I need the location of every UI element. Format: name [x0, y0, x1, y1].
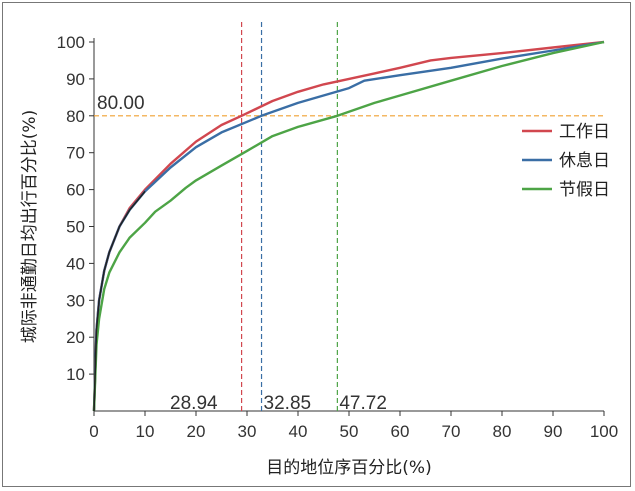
legend-label-1: 休息日 [559, 151, 610, 171]
series-line-0 [92, 40, 605, 412]
reference-label-x-3: 47.72 [339, 393, 387, 414]
reference-label-80: 80.00 [97, 93, 145, 114]
x-tick-label: 80 [493, 422, 512, 441]
x-tick-label: 90 [544, 422, 563, 441]
chart-frame [2, 2, 631, 487]
y-tick-label: 50 [66, 218, 85, 237]
axes-group: 0 10 20 30 40 50 60 70 80 90 100 10 20 30 40 50 60 70 80 90… [57, 33, 619, 441]
legend-label-0: 工作日 [559, 122, 610, 142]
y-tick-label: 30 [66, 291, 85, 310]
x-tick-label: 20 [187, 422, 206, 441]
x-tick-label: 70 [442, 422, 461, 441]
reference-label-x-1: 28.94 [170, 393, 218, 414]
series-line-2 [92, 40, 605, 412]
x-tick-label: 30 [238, 422, 257, 441]
reference-lines-group [94, 22, 604, 411]
x-tick-label: 50 [340, 422, 359, 441]
y-axis-title: 城际非通勤日均出行百分比(%) [20, 110, 40, 343]
y-tick-label: 40 [66, 254, 85, 273]
series-group [92, 40, 605, 412]
x-axis-title: 目的地位序百分比(%) [266, 458, 431, 478]
y-tick-label: 20 [66, 328, 85, 347]
series-line-1 [92, 40, 605, 412]
y-tick-label: 100 [57, 33, 85, 52]
x-tick-label: 10 [136, 422, 155, 441]
annotations-group: 80.00 28.94 32.85 47.72 [97, 93, 387, 414]
y-tick-label: 90 [66, 70, 85, 89]
axis-labels-group: 目的地位序百分比(%) 城际非通勤日均出行百分比(%) [20, 110, 432, 478]
reference-label-x-2: 32.85 [264, 393, 312, 414]
series-overlap-segment [93, 190, 146, 412]
y-tick-label: 80 [66, 107, 85, 126]
x-tick-label: 40 [289, 422, 308, 441]
y-tick-label: 10 [66, 365, 85, 384]
x-tick-label: 0 [89, 422, 98, 441]
x-tick-label: 60 [391, 422, 410, 441]
x-tick-label: 100 [590, 422, 618, 441]
y-tick-label: 60 [66, 181, 85, 200]
legend-label-2: 节假日 [559, 180, 610, 200]
y-tick-label: 70 [66, 144, 85, 163]
